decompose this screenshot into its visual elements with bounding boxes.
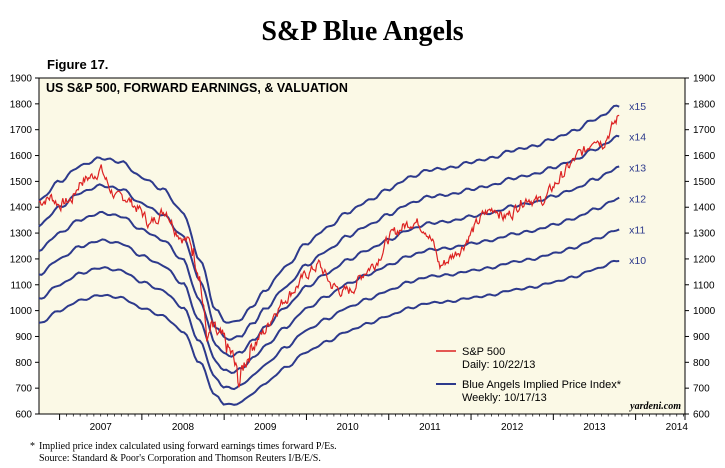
multiple-label-x15: x15 [629, 101, 646, 113]
y-right-tick-label: 1100 [693, 280, 715, 291]
plot-background [38, 77, 686, 415]
x-tick-label: 2013 [583, 422, 606, 433]
x-tick-label: 2011 [419, 422, 441, 433]
footnote-text-1: Implied price index calculated using for… [39, 441, 337, 452]
y-right-tick-label: 1900 [693, 74, 716, 85]
multiple-label-x13: x13 [629, 163, 646, 175]
y-left-tick-label: 1500 [10, 177, 33, 188]
y-left-tick-label: 800 [15, 358, 32, 369]
y-left-tick-label: 900 [15, 332, 32, 343]
y-right-tick-label: 1600 [693, 151, 716, 162]
angel-line-x11 [38, 228, 620, 391]
footnote-line-2: Source: Standard & Poor's Corporation an… [39, 453, 321, 464]
angel-line-x12 [38, 196, 620, 375]
y-left-tick-label: 1800 [10, 99, 33, 110]
y-left-tick-label: 600 [15, 410, 32, 421]
y-right-tick-label: 1300 [693, 229, 716, 240]
yardeni-watermark: yardeni.com [629, 401, 681, 412]
angel-line-x10 [38, 259, 620, 406]
legend-sp500-sub: Daily: 10/22/13 [462, 359, 535, 371]
y-left-tick-label: 1200 [10, 254, 33, 265]
multiple-label-x14: x14 [629, 132, 646, 144]
sp500-series [38, 114, 620, 388]
y-right-tick-label: 600 [693, 410, 710, 421]
multiple-label-x12: x12 [629, 193, 646, 205]
y-right-tick-label: 800 [693, 358, 710, 369]
y-left-tick-label: 1700 [10, 125, 33, 136]
y-left-tick-label: 1900 [10, 74, 33, 85]
multiple-label-x11: x11 [629, 224, 645, 236]
multiple-label-x10: x10 [629, 255, 646, 267]
angel-line-x15 [38, 104, 620, 324]
x-tick-label: 2007 [90, 422, 113, 433]
y-right-tick-label: 700 [693, 384, 710, 395]
chart-title: US S&P 500, FORWARD EARNINGS, & VALUATIO… [46, 81, 348, 95]
y-right-tick-label: 1400 [693, 203, 716, 214]
angel-line-x13 [38, 165, 620, 358]
y-right-tick-label: 900 [693, 332, 710, 343]
x-tick-label: 2010 [336, 422, 359, 433]
legend-angels-label: Blue Angels Implied Price Index* [462, 379, 622, 391]
footnote-line-1: * Implied price index calculated using fo… [30, 441, 337, 452]
legend-angels-sub: Weekly: 10/17/13 [462, 392, 547, 404]
y-right-tick-label: 1000 [693, 306, 716, 317]
y-right-tick-label: 1700 [693, 125, 716, 136]
y-left-tick-label: 1000 [10, 306, 33, 317]
page-title: S&P Blue Angels [261, 16, 464, 47]
y-right-tick-label: 1800 [693, 99, 716, 110]
blue-angels-series [38, 104, 620, 406]
y-right-tick-label: 1200 [693, 254, 716, 265]
chart-labels: 600 700 800 900 1000 1100 1200 1300 1400 1500 1600… [10, 74, 716, 434]
angel-line-x14 [38, 134, 620, 341]
y-left-tick-label: 1600 [10, 151, 33, 162]
x-tick-label: 2012 [501, 422, 524, 433]
y-left-tick-label: 1100 [10, 280, 32, 291]
y-left-tick-label: 1400 [10, 203, 33, 214]
x-tick-label: 2014 [666, 422, 689, 433]
axes [35, 77, 689, 420]
x-tick-label: 2008 [172, 422, 195, 433]
figure-label: Figure 17. [47, 57, 109, 72]
y-right-tick-label: 1500 [693, 177, 716, 188]
footnote-asterisk: * [30, 441, 35, 452]
legend-sp500-label: S&P 500 [462, 346, 505, 358]
x-tick-label: 2009 [254, 422, 277, 433]
y-left-tick-label: 1300 [10, 229, 33, 240]
sp500-line [38, 114, 620, 388]
y-left-tick-label: 700 [15, 384, 32, 395]
